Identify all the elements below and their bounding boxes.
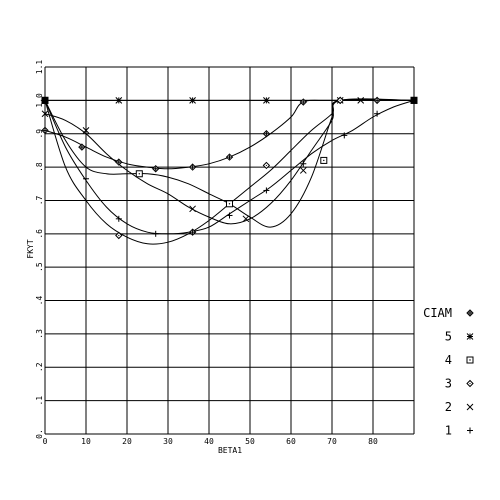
x-tick-label: 60	[286, 437, 296, 446]
series-1-marker	[152, 230, 159, 237]
legend-label-2: 2	[445, 400, 452, 414]
endpoint-marker	[41, 96, 49, 104]
legend-label-1: 1	[445, 424, 452, 438]
endpoint-marker	[410, 96, 418, 104]
series-curves	[44, 98, 415, 245]
x-tick-label: 40	[204, 437, 214, 446]
series-4-marker	[135, 170, 143, 178]
y-tick-label: .7	[35, 195, 44, 205]
series-4-marker	[320, 156, 328, 164]
series-2-line	[44, 98, 415, 225]
series-ciam-line	[44, 99, 415, 170]
legend-marker-3	[466, 379, 474, 388]
series-1-marker	[115, 215, 122, 222]
legend: CIAM 5 4 3 2 1	[423, 306, 474, 438]
y-tick-label: .6	[35, 229, 44, 239]
tick-labels: 0 10 20 30 40 50 60 70 80 0. .1 .2 .3 .4 .5 .6 .7 .8 .9 1.0…	[35, 60, 378, 446]
legend-marker-4	[466, 356, 474, 364]
legend-marker-5	[466, 333, 474, 340]
series-5-marker	[189, 97, 196, 104]
series-1-marker	[226, 212, 233, 219]
series-ciam-marker	[262, 130, 271, 138]
series-3-marker	[262, 161, 271, 170]
y-tick-label: .9	[35, 129, 44, 139]
series-3-marker	[115, 231, 123, 240]
x-tick-label: 10	[81, 437, 91, 446]
series-4-line	[44, 98, 415, 228]
x-tick-label: 70	[327, 437, 337, 446]
y-tick-label: .1	[35, 396, 44, 406]
series-2-marker	[41, 110, 49, 118]
series-2-marker	[189, 205, 196, 213]
series-1-marker	[341, 132, 348, 139]
series-3-line	[44, 98, 415, 245]
series-2-marker	[82, 127, 90, 134]
legend-marker-1	[467, 427, 473, 434]
series-ciam-marker	[188, 163, 197, 171]
x-tick-label: 80	[368, 437, 378, 446]
legend-marker-2	[466, 403, 474, 411]
series-2-marker	[357, 97, 365, 104]
series-1-marker	[263, 187, 270, 194]
series-ciam-marker	[151, 165, 160, 173]
series-ciam-marker	[299, 98, 308, 106]
series-2-marker	[299, 167, 307, 174]
series-markers	[41, 96, 418, 240]
series-3-marker	[336, 96, 344, 105]
x-tick-label: 50	[245, 437, 255, 446]
series-5-marker	[263, 97, 270, 104]
y-tick-label: 1.0	[35, 93, 44, 108]
series-1-marker	[374, 110, 381, 117]
legend-label-3: 3	[445, 377, 452, 391]
y-tick-label: .3	[35, 329, 44, 339]
y-tick-label: .2	[35, 362, 44, 372]
series-ciam-marker	[225, 153, 234, 161]
series-1-marker	[300, 160, 307, 167]
y-tick-label: 0.	[35, 429, 44, 439]
y-tick-label: .5	[35, 262, 44, 272]
series-2-marker	[242, 215, 250, 223]
y-tick-label: 1.1	[35, 60, 44, 75]
series-1-marker	[83, 175, 89, 182]
y-tick-label: .8	[35, 162, 44, 172]
y-tick-label: .4	[35, 296, 44, 306]
x-tick-label: 20	[122, 437, 132, 446]
series-ciam-marker	[115, 158, 123, 166]
y-axis-title: FKYT	[26, 239, 35, 258]
series-1-marker	[189, 229, 196, 236]
series-5-marker	[115, 97, 123, 104]
legend-label-5: 5	[445, 330, 452, 344]
legend-label-4: 4	[445, 353, 452, 367]
x-tick-label: 0	[43, 437, 48, 446]
series-4-marker	[226, 200, 233, 208]
legend-label-ciam: CIAM	[423, 306, 452, 320]
legend-marker-ciam	[466, 309, 474, 317]
gridlines	[44, 66, 415, 435]
series-ciam-marker	[373, 96, 381, 105]
series-ciam-marker	[41, 126, 49, 135]
series-ciam-marker	[78, 143, 86, 151]
x-tick-label: 30	[163, 437, 173, 446]
x-axis-title: BETA1	[218, 446, 242, 455]
